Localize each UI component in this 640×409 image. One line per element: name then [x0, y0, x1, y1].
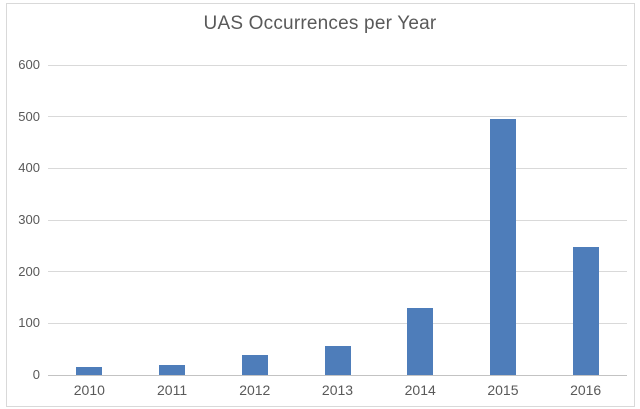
gridline	[48, 322, 627, 324]
chart-title: UAS Occurrences per Year	[203, 13, 437, 34]
y-axis-tick-label: 600	[18, 57, 40, 72]
gridline	[48, 271, 627, 273]
x-axis-label-2012: 2012	[239, 382, 271, 398]
bar-2012	[241, 355, 268, 375]
bar-2013	[324, 345, 351, 375]
gridline	[48, 116, 627, 118]
x-axis-label-2011: 2011	[157, 382, 188, 398]
x-axis-label-2013: 2013	[321, 382, 354, 398]
bar-2011	[159, 364, 186, 375]
bar-2015	[489, 119, 516, 375]
y-axis-tick-label: 400	[18, 160, 40, 176]
x-axis-line	[48, 374, 627, 376]
bar-2014	[407, 307, 434, 375]
y-axis-tick-label: 0	[32, 367, 40, 382]
y-axis-tick-label: 300	[18, 212, 40, 227]
x-axis-label-2015: 2015	[487, 382, 519, 398]
bar-2016	[572, 247, 599, 375]
x-axis-label-2016: 2016	[570, 382, 602, 398]
gridline	[48, 219, 627, 221]
gridline	[48, 167, 627, 169]
x-axis-label-2010: 2010	[73, 382, 105, 398]
y-axis-tick-label: 200	[18, 263, 40, 279]
gridline	[48, 64, 627, 66]
y-axis-tick-label: 100	[18, 315, 40, 331]
x-axis-label-2014: 2014	[404, 382, 436, 398]
bar-2010	[76, 367, 103, 375]
plot-area	[48, 64, 627, 376]
y-axis-tick-label: 500	[18, 108, 40, 124]
